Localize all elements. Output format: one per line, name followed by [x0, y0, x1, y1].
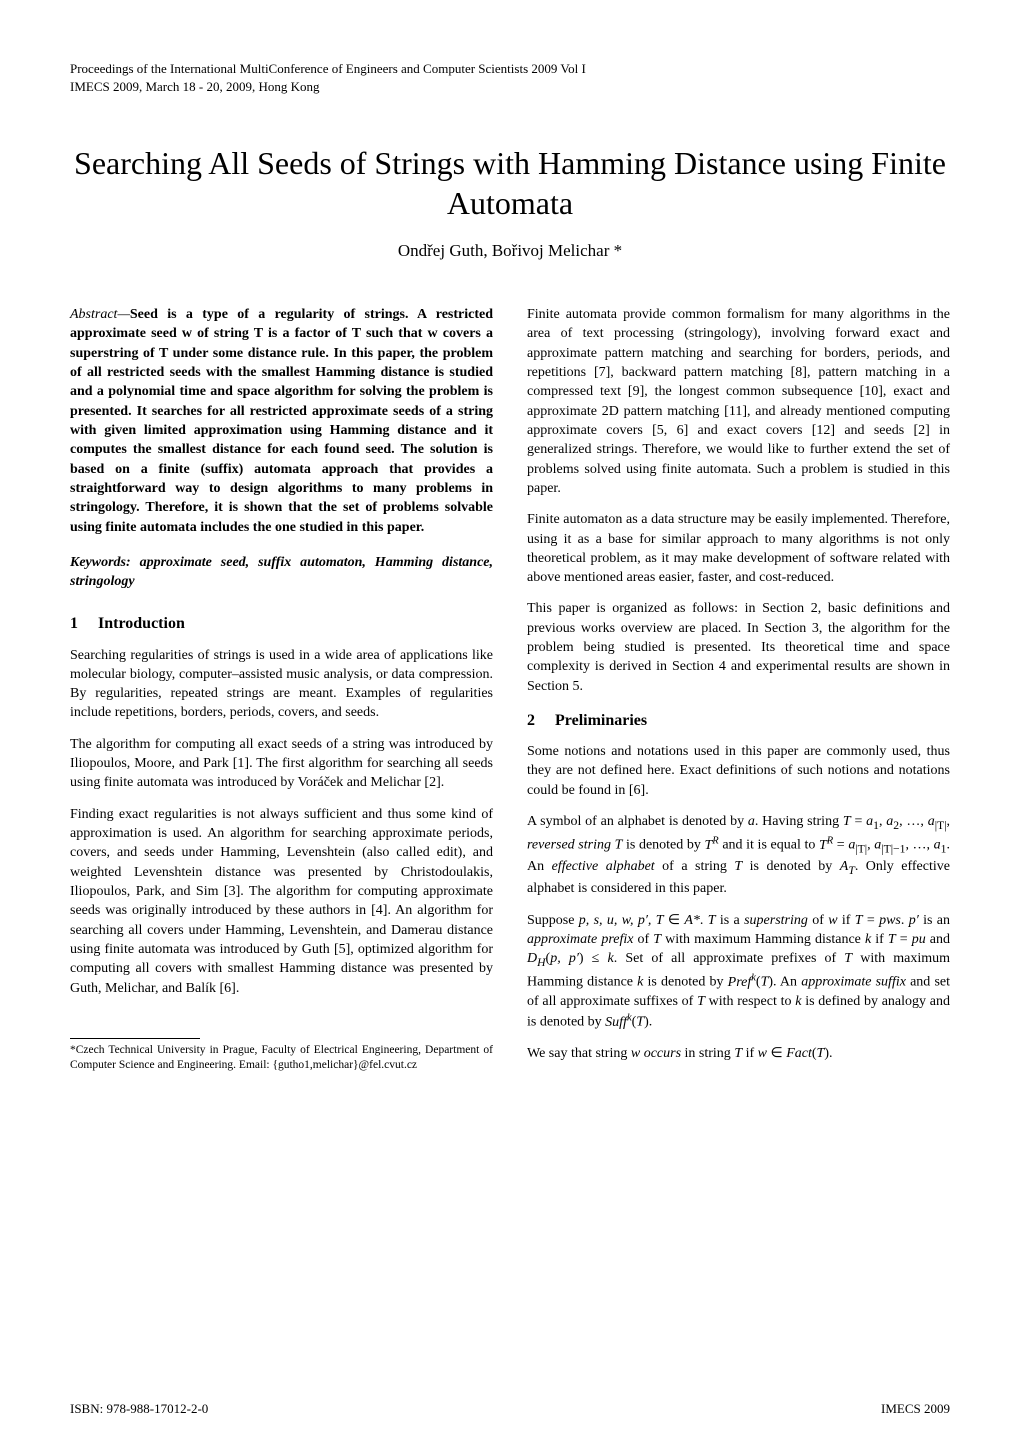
section-1-title: Introduction	[98, 615, 185, 632]
intro-para-1: Searching regularities of strings is use…	[70, 646, 493, 723]
abstract-label: Abstract—	[70, 307, 130, 322]
right-para-3: This paper is organized as follows: in S…	[527, 599, 950, 696]
abstract-block: Abstract—Seed is a type of a regularity …	[70, 305, 493, 537]
left-column: Abstract—Seed is a type of a regularity …	[70, 305, 493, 1076]
affiliation-footnote: *Czech Technical University in Prague, F…	[70, 1043, 493, 1074]
prelim-para-2: A symbol of an alphabet is denoted by a.…	[527, 812, 950, 899]
keywords-line: Keywords: approximate seed, suffix autom…	[70, 553, 493, 592]
section-1-heading: 1Introduction	[70, 613, 493, 635]
section-1-number: 1	[70, 613, 98, 635]
paper-title: Searching All Seeds of Strings with Hamm…	[70, 143, 950, 223]
intro-para-2: The algorithm for computing all exact se…	[70, 735, 493, 793]
two-column-body: Abstract—Seed is a type of a regularity …	[70, 305, 950, 1076]
prelim-para-3: Suppose p, s, u, w, p′, T ∈ A*. T is a s…	[527, 911, 950, 1033]
authors-line: Ondřej Guth, Bořivoj Melichar *	[70, 241, 950, 261]
right-para-1: Finite automata provide common formalism…	[527, 305, 950, 498]
conf-short: IMECS 2009	[881, 1401, 950, 1417]
right-para-2: Finite automaton as a data structure may…	[527, 510, 950, 587]
proceedings-line2: IMECS 2009, March 18 - 20, 2009, Hong Ko…	[70, 78, 950, 96]
right-column: Finite automata provide common formalism…	[527, 305, 950, 1076]
footnote-rule	[70, 1038, 200, 1039]
proceedings-line1: Proceedings of the International MultiCo…	[70, 60, 950, 78]
footnote-text: Czech Technical University in Prague, Fa…	[70, 1044, 493, 1072]
intro-para-3: Finding exact regularities is not always…	[70, 805, 493, 998]
page-footer: ISBN: 978-988-17012-2-0 IMECS 2009	[70, 1401, 950, 1417]
section-2-heading: 2Preliminaries	[527, 710, 950, 732]
proceedings-header: Proceedings of the International MultiCo…	[70, 60, 950, 95]
isbn-text: ISBN: 978-988-17012-2-0	[70, 1401, 208, 1417]
abstract-text: Seed is a type of a regularity of string…	[70, 307, 493, 534]
prelim-para-4: We say that string w occurs in string T …	[527, 1044, 950, 1063]
prelim-para-1: Some notions and notations used in this …	[527, 742, 950, 800]
section-2-number: 2	[527, 710, 555, 732]
section-2-title: Preliminaries	[555, 712, 647, 729]
